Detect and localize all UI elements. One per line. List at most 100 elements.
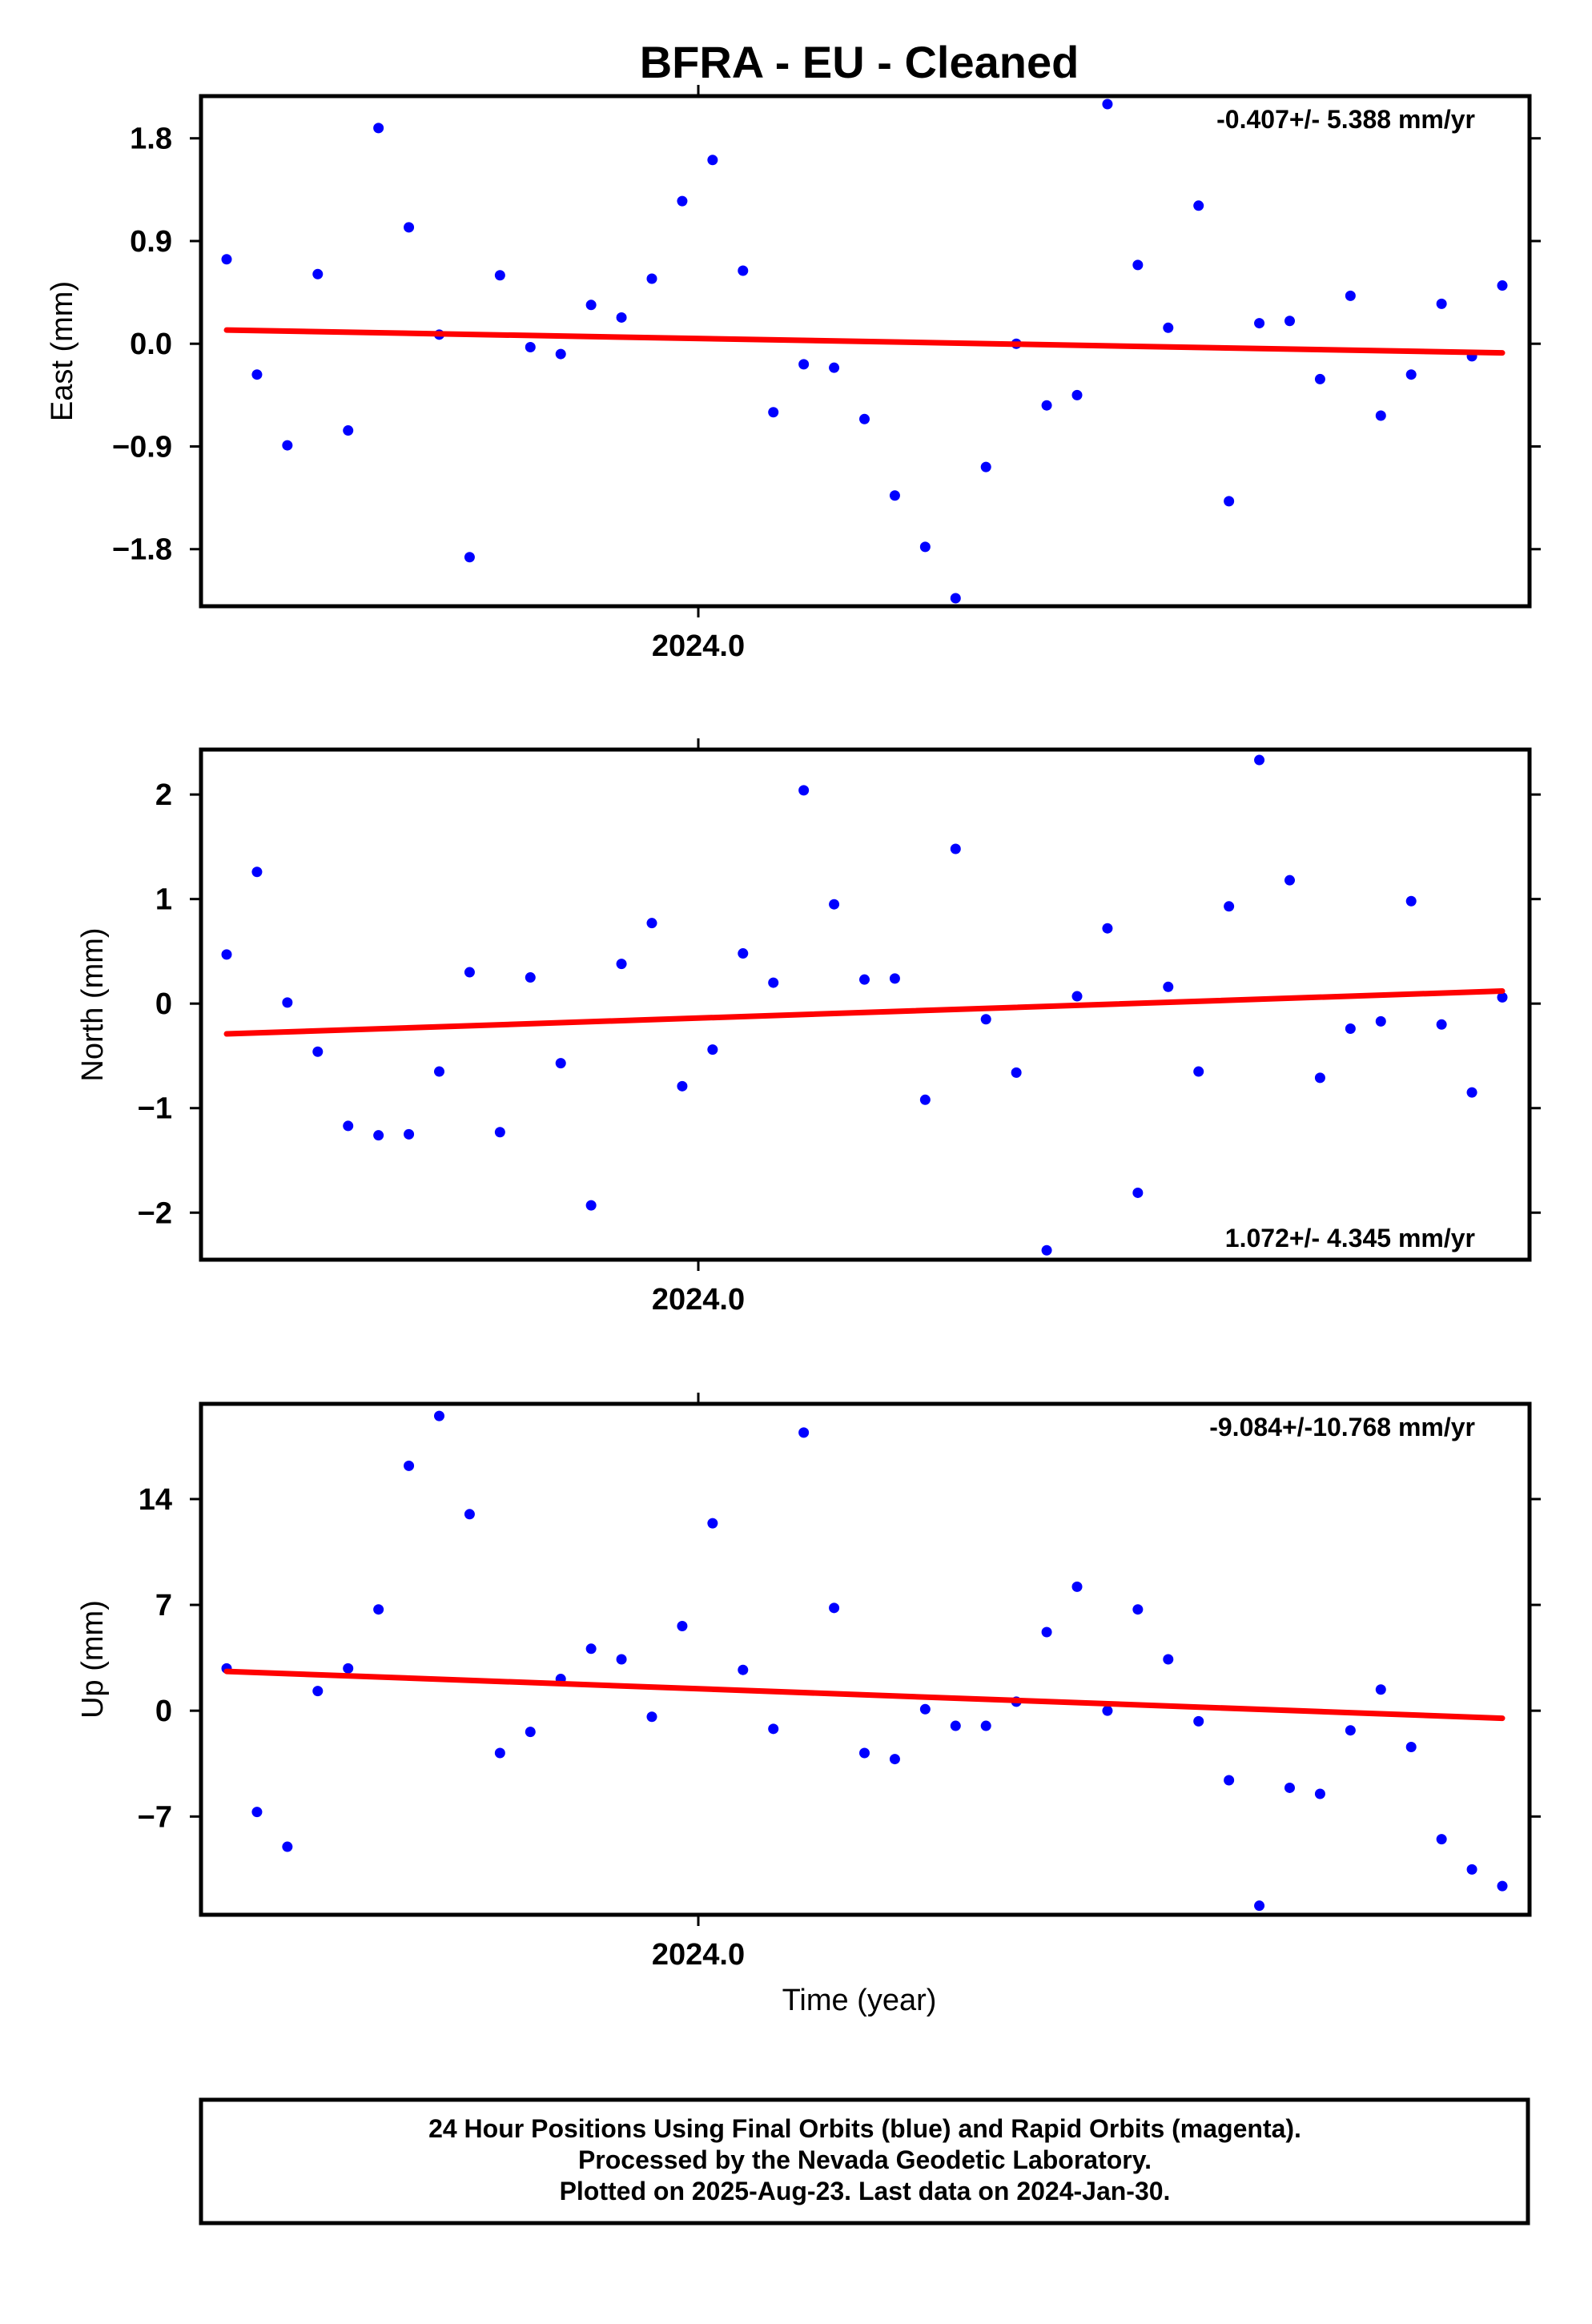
east-data-point bbox=[1345, 290, 1356, 301]
east-data-point bbox=[829, 362, 840, 373]
east-data-point bbox=[585, 300, 597, 311]
up-data-point bbox=[1071, 1581, 1083, 1592]
figure-title: BFRA - EU - Cleaned bbox=[640, 37, 1079, 87]
up-data-point bbox=[1466, 1864, 1477, 1875]
y-tick-label: −0.9 bbox=[112, 430, 172, 464]
east-data-point bbox=[950, 593, 961, 604]
east-data-point bbox=[646, 273, 657, 284]
east-data-point bbox=[404, 222, 415, 233]
north-data-point bbox=[1071, 991, 1083, 1002]
footer-line: Processed by the Nevada Geodetic Laborat… bbox=[578, 2145, 1152, 2174]
up-data-point bbox=[919, 1703, 931, 1715]
north-data-point bbox=[1102, 923, 1113, 934]
north-data-point bbox=[1254, 754, 1265, 766]
up-data-point bbox=[525, 1727, 536, 1738]
footer-box: 24 Hour Positions Using Final Orbits (bl… bbox=[199, 2097, 1530, 2225]
north-data-point bbox=[829, 899, 840, 910]
y-tick-label: 1.8 bbox=[130, 123, 172, 156]
up-data-point bbox=[829, 1602, 840, 1614]
east-data-point bbox=[221, 254, 232, 265]
north-data-point bbox=[859, 974, 870, 985]
north-data-point bbox=[1345, 1023, 1356, 1035]
north-plot-frame bbox=[199, 747, 1532, 1262]
up-data-point bbox=[646, 1711, 657, 1723]
up-data-point bbox=[494, 1747, 505, 1759]
up-data-point bbox=[1224, 1775, 1235, 1786]
east-y-axis-label: East (mm) bbox=[46, 281, 79, 421]
north-panel: −2 −1 0 1 2 2024.0 North (mm) 1.072+/- 4.345 mm… bbox=[76, 738, 1541, 1317]
y-tick-label: 0.0 bbox=[130, 328, 172, 361]
east-data-point bbox=[1284, 316, 1295, 327]
y-tick-label: 1 bbox=[155, 883, 172, 917]
east-data-point bbox=[1041, 400, 1052, 411]
north-data-point bbox=[343, 1120, 354, 1132]
y-tick-label: 0.9 bbox=[130, 225, 172, 259]
east-data-point bbox=[1163, 322, 1174, 333]
up-data-point bbox=[585, 1643, 597, 1655]
north-data-point bbox=[950, 843, 961, 854]
east-data-point bbox=[919, 541, 931, 553]
north-data-point bbox=[1314, 1072, 1325, 1084]
east-data-point bbox=[1314, 373, 1325, 384]
north-data-point bbox=[1132, 1187, 1144, 1198]
up-data-point bbox=[434, 1410, 444, 1421]
north-data-point bbox=[555, 1058, 566, 1069]
east-data-point bbox=[738, 265, 749, 276]
east-data-point bbox=[312, 268, 324, 279]
north-data-point bbox=[677, 1080, 688, 1092]
east-data-point bbox=[1102, 99, 1113, 110]
north-data-point bbox=[221, 949, 232, 960]
north-data-point bbox=[707, 1044, 718, 1055]
north-data-point bbox=[1466, 1087, 1477, 1098]
x-axis-label: Time (year) bbox=[782, 1984, 937, 2017]
north-data-point bbox=[768, 977, 779, 988]
north-data-point bbox=[373, 1130, 384, 1141]
north-data-point bbox=[434, 1066, 444, 1077]
up-data-point bbox=[1132, 1604, 1144, 1615]
up-panel: −7 0 7 14 2024.0 Up (mm) -9.084+/-10.768 mm/yr bbox=[76, 1393, 1541, 1972]
up-data-point bbox=[1102, 1705, 1113, 1716]
north-y-axis-label: North (mm) bbox=[76, 927, 110, 1081]
east-data-point bbox=[616, 312, 627, 323]
up-data-point bbox=[1375, 1684, 1386, 1695]
up-data-point bbox=[1284, 1782, 1295, 1793]
up-data-point bbox=[889, 1754, 900, 1765]
east-plot-frame bbox=[199, 94, 1532, 609]
north-data-point bbox=[1497, 991, 1508, 1003]
up-data-point bbox=[251, 1807, 263, 1818]
north-data-point bbox=[525, 972, 536, 983]
y-tick-label: 0 bbox=[155, 987, 172, 1021]
north-data-point bbox=[980, 1014, 991, 1025]
y-tick-label: −2 bbox=[138, 1196, 172, 1230]
east-data-point bbox=[677, 195, 688, 207]
up-rate-label: -9.084+/-10.768 mm/yr bbox=[1209, 1413, 1475, 1441]
east-data-point bbox=[494, 270, 505, 281]
north-data-point bbox=[1041, 1244, 1052, 1256]
north-data-point bbox=[404, 1128, 415, 1140]
up-data-point bbox=[1345, 1725, 1356, 1736]
up-data-point bbox=[950, 1720, 961, 1731]
up-data-point bbox=[343, 1663, 354, 1674]
north-data-point bbox=[798, 785, 810, 796]
north-data-point bbox=[1163, 981, 1174, 992]
y-tick-label: 0 bbox=[155, 1695, 172, 1728]
y-tick-label: 7 bbox=[155, 1589, 172, 1622]
x-tick-label: 2024.0 bbox=[652, 1938, 745, 1972]
up-data-point bbox=[464, 1509, 475, 1520]
east-data-point bbox=[1375, 410, 1386, 421]
east-data-point bbox=[251, 369, 263, 380]
east-data-point bbox=[1497, 280, 1508, 292]
north-data-point bbox=[1224, 901, 1235, 912]
footer-line: 24 Hour Positions Using Final Orbits (bl… bbox=[428, 2114, 1301, 2143]
up-data-point bbox=[373, 1604, 384, 1615]
y-tick-label: 14 bbox=[139, 1483, 172, 1517]
east-data-point bbox=[1224, 496, 1235, 507]
up-data-point bbox=[312, 1686, 324, 1697]
north-data-point bbox=[1375, 1015, 1386, 1027]
up-y-axis-label: Up (mm) bbox=[76, 1600, 110, 1719]
up-data-point bbox=[738, 1664, 749, 1675]
north-data-point bbox=[585, 1200, 597, 1211]
up-data-point bbox=[768, 1723, 779, 1735]
east-data-point bbox=[1132, 259, 1144, 271]
